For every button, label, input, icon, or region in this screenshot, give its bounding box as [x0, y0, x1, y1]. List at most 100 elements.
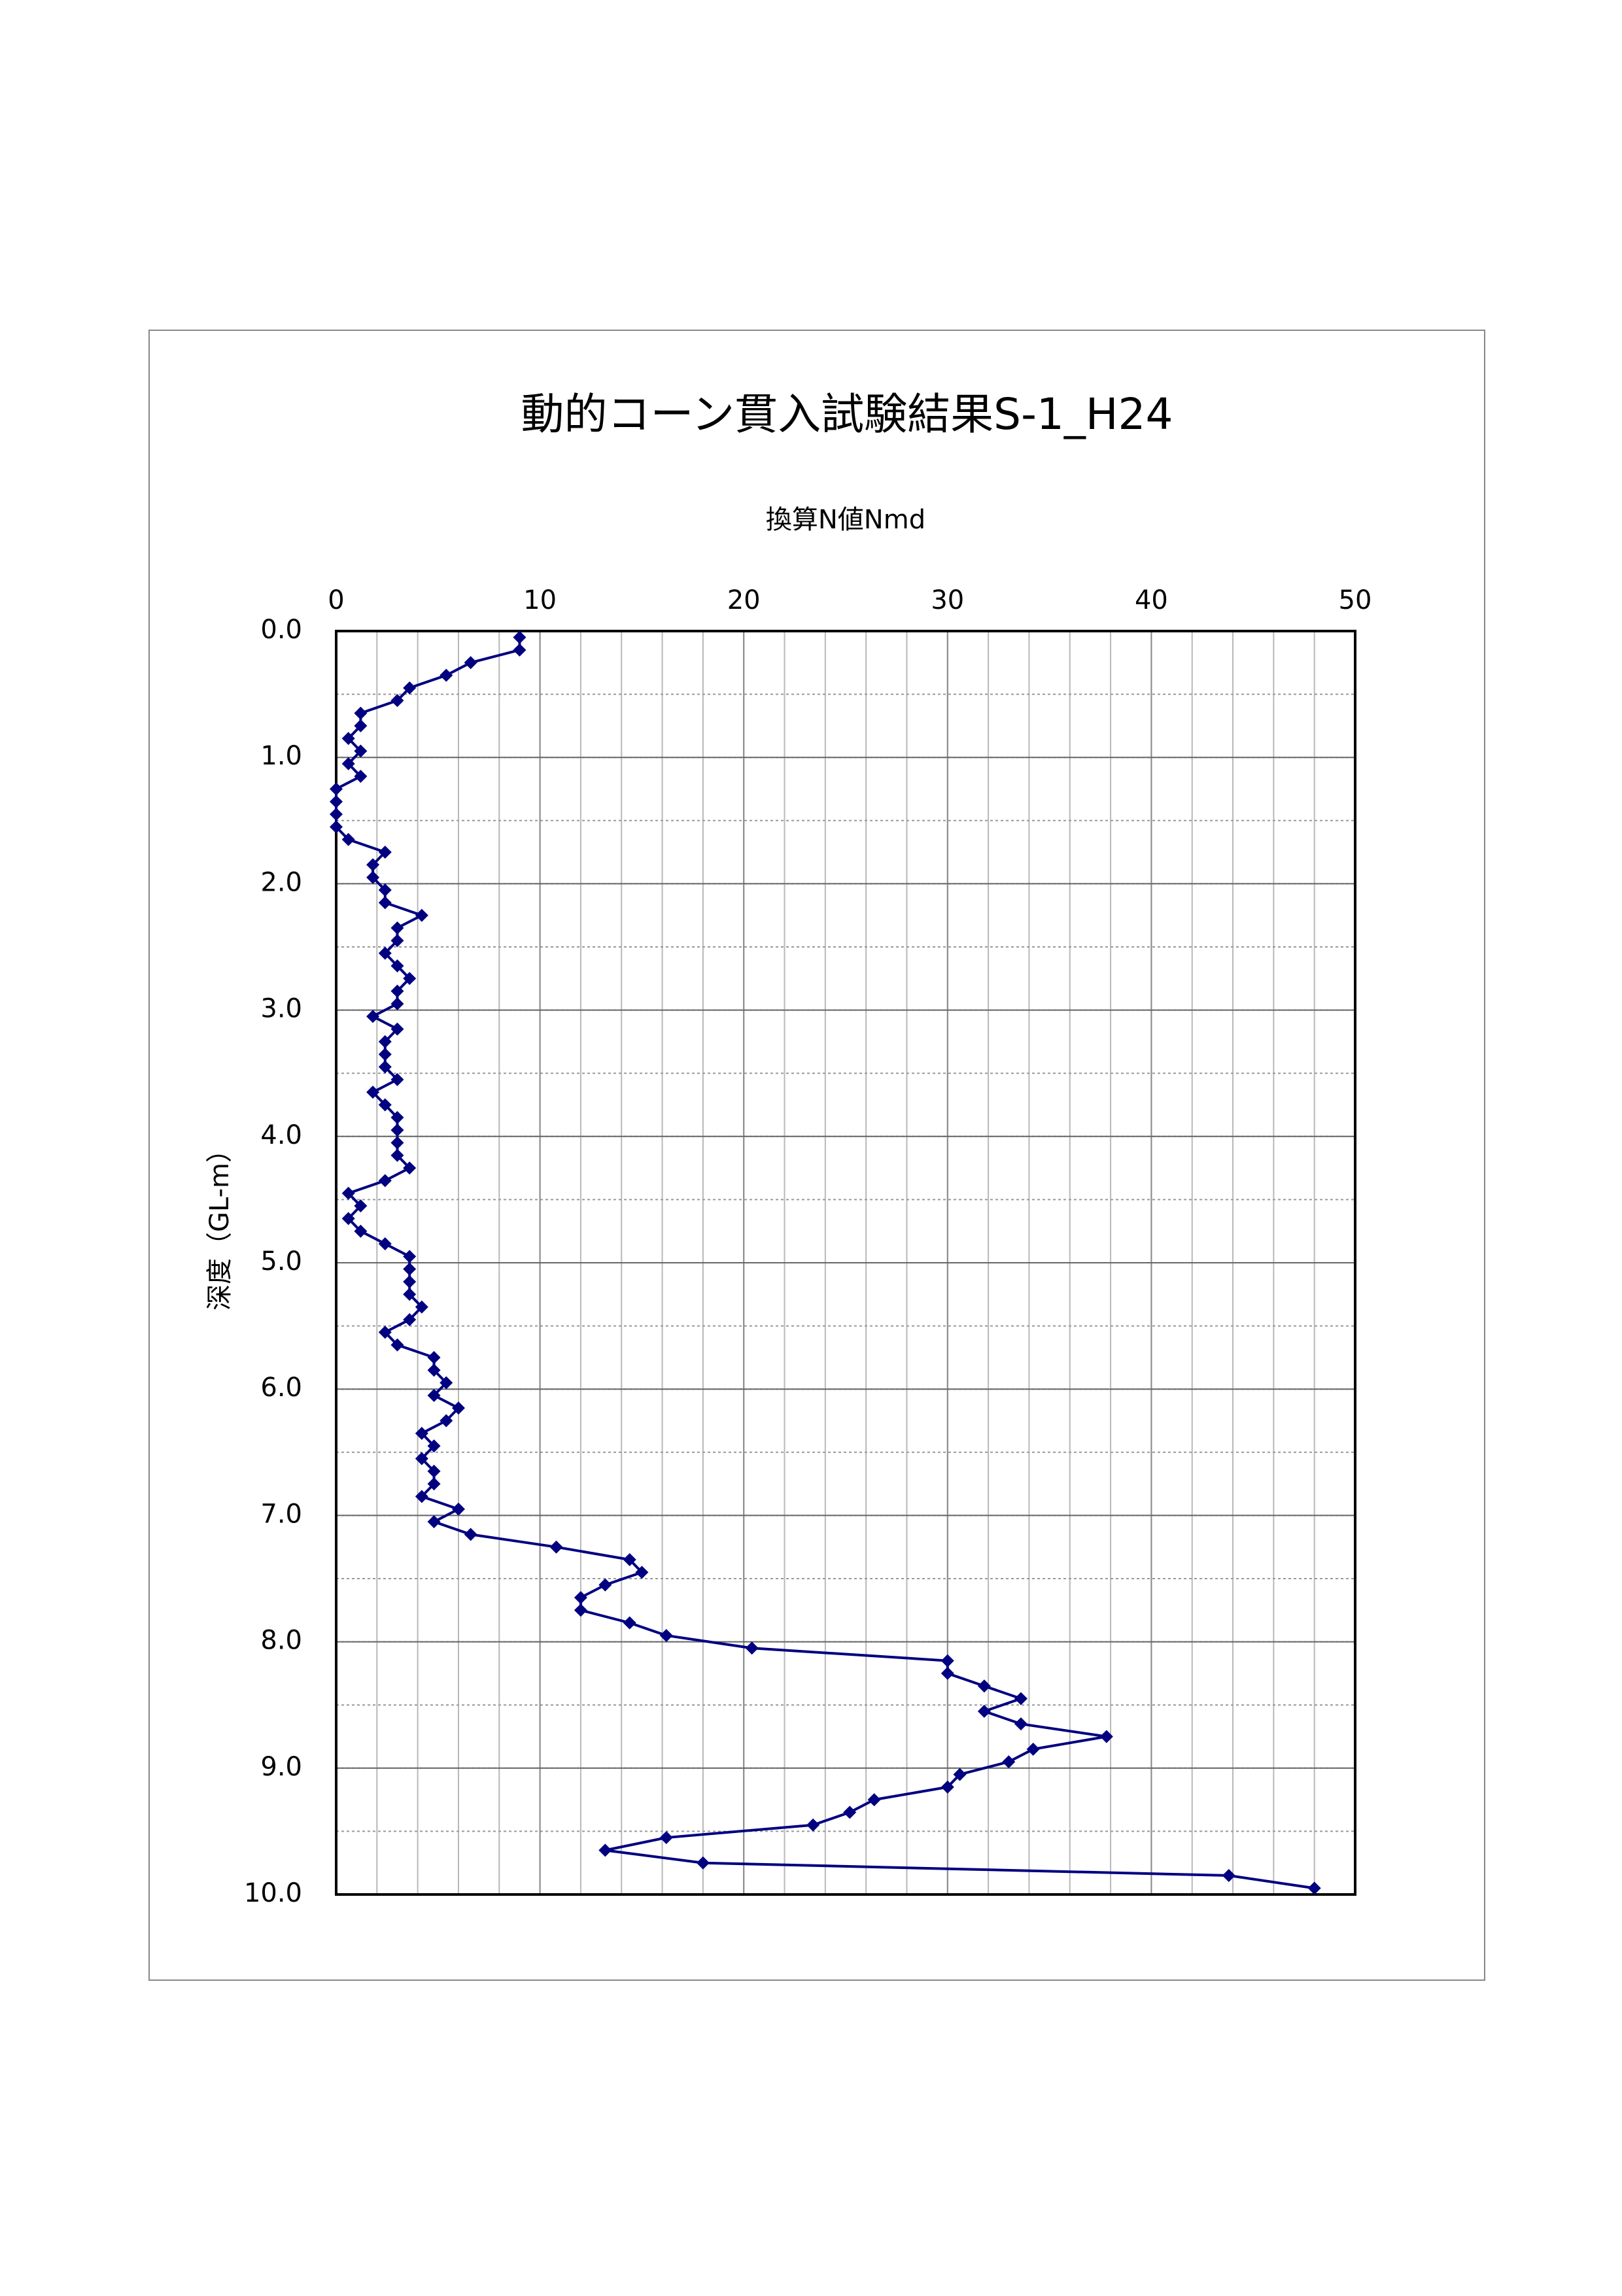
- data-marker: [440, 1414, 453, 1428]
- data-marker: [330, 808, 343, 821]
- data-marker: [574, 1603, 587, 1617]
- data-marker: [354, 744, 368, 758]
- data-marker: [977, 1704, 991, 1718]
- data-marker: [598, 1843, 612, 1857]
- data-marker: [427, 1439, 441, 1453]
- data-marker: [403, 1312, 417, 1326]
- data-marker: [378, 1326, 392, 1339]
- data-marker: [451, 1502, 465, 1516]
- data-marker: [390, 1110, 404, 1124]
- x-tick-label: 40: [1135, 585, 1168, 615]
- data-marker: [464, 1528, 477, 1541]
- data-marker: [390, 1022, 404, 1036]
- y-tick-label: 3.0: [260, 994, 302, 1024]
- y-tick-label: 1.0: [260, 741, 302, 771]
- data-marker: [390, 1123, 404, 1137]
- data-marker: [1014, 1692, 1027, 1705]
- data-marker: [415, 908, 428, 922]
- data-marker: [427, 1464, 441, 1478]
- data-marker: [427, 1363, 441, 1377]
- data-marker: [415, 1300, 428, 1314]
- data-marker: [378, 1060, 392, 1074]
- data-marker: [330, 795, 343, 808]
- data-marker: [1014, 1717, 1027, 1731]
- data-marker: [378, 1098, 392, 1112]
- data-marker: [953, 1768, 967, 1781]
- x-axis-label: 換算N値Nmd: [766, 505, 925, 535]
- data-marker: [354, 706, 368, 720]
- x-tick-label: 20: [727, 585, 761, 615]
- data-marker: [427, 1388, 441, 1402]
- data-marker: [623, 1616, 636, 1630]
- x-tick-label: 0: [328, 585, 344, 615]
- data-marker: [341, 1186, 355, 1200]
- data-marker: [659, 1831, 673, 1845]
- data-marker: [378, 896, 392, 910]
- data-marker: [806, 1818, 820, 1832]
- data-marker: [403, 1250, 417, 1263]
- x-tick-label: 50: [1339, 585, 1372, 615]
- data-marker: [464, 656, 477, 670]
- data-marker: [390, 1072, 404, 1086]
- data-marker: [940, 1666, 954, 1680]
- data-marker: [415, 1452, 428, 1465]
- data-marker: [354, 1224, 368, 1238]
- chart-title: 動的コーン貫入試験結果S-1_H24: [521, 389, 1173, 439]
- data-marker: [378, 946, 392, 960]
- data-marker: [378, 1048, 392, 1061]
- data-marker: [378, 1035, 392, 1048]
- data-marker: [378, 846, 392, 859]
- data-marker: [390, 959, 404, 972]
- data-marker: [378, 1237, 392, 1251]
- y-tick-label: 7.0: [260, 1499, 302, 1529]
- data-marker: [415, 1490, 428, 1503]
- y-tick-label: 2.0: [260, 867, 302, 897]
- y-tick-label: 0.0: [260, 615, 302, 645]
- data-marker: [366, 1010, 380, 1023]
- data-marker: [403, 1275, 417, 1288]
- data-marker: [867, 1793, 881, 1807]
- data-marker: [635, 1566, 649, 1579]
- y-tick-label: 8.0: [260, 1626, 302, 1656]
- data-marker: [366, 870, 380, 884]
- data-marker: [403, 972, 417, 985]
- data-marker: [390, 984, 404, 998]
- data-marker: [341, 757, 355, 770]
- data-marker: [366, 858, 380, 872]
- data-marker: [378, 1174, 392, 1188]
- data-marker: [403, 1262, 417, 1276]
- y-tick-label: 4.0: [260, 1120, 302, 1150]
- data-marker: [1026, 1742, 1040, 1756]
- x-tick-label: 10: [523, 585, 557, 615]
- data-marker: [574, 1590, 587, 1604]
- data-marker: [843, 1806, 857, 1819]
- data-marker: [427, 1350, 441, 1364]
- data-marker: [341, 732, 355, 745]
- data-marker: [330, 820, 343, 834]
- data-marker: [341, 832, 355, 846]
- data-marker: [403, 681, 417, 694]
- data-marker: [415, 1426, 428, 1440]
- data-marker: [440, 668, 453, 682]
- data-marker: [427, 1477, 441, 1491]
- data-marker: [390, 1338, 404, 1352]
- y-tick-label: 5.0: [260, 1246, 302, 1277]
- data-marker: [659, 1628, 673, 1642]
- data-marker: [451, 1401, 465, 1415]
- data-marker: [977, 1679, 991, 1693]
- data-marker: [745, 1641, 759, 1655]
- data-marker: [513, 643, 526, 657]
- data-marker: [1099, 1730, 1113, 1743]
- data-marker: [390, 934, 404, 948]
- data-marker: [354, 770, 368, 783]
- data-marker: [378, 883, 392, 897]
- data-marker: [598, 1578, 612, 1592]
- data-marker: [1002, 1755, 1016, 1769]
- plot-area-border: [335, 630, 1356, 1896]
- x-tick-label: 30: [931, 585, 964, 615]
- data-marker: [403, 1161, 417, 1175]
- data-marker: [390, 1136, 404, 1150]
- data-marker: [1222, 1869, 1235, 1883]
